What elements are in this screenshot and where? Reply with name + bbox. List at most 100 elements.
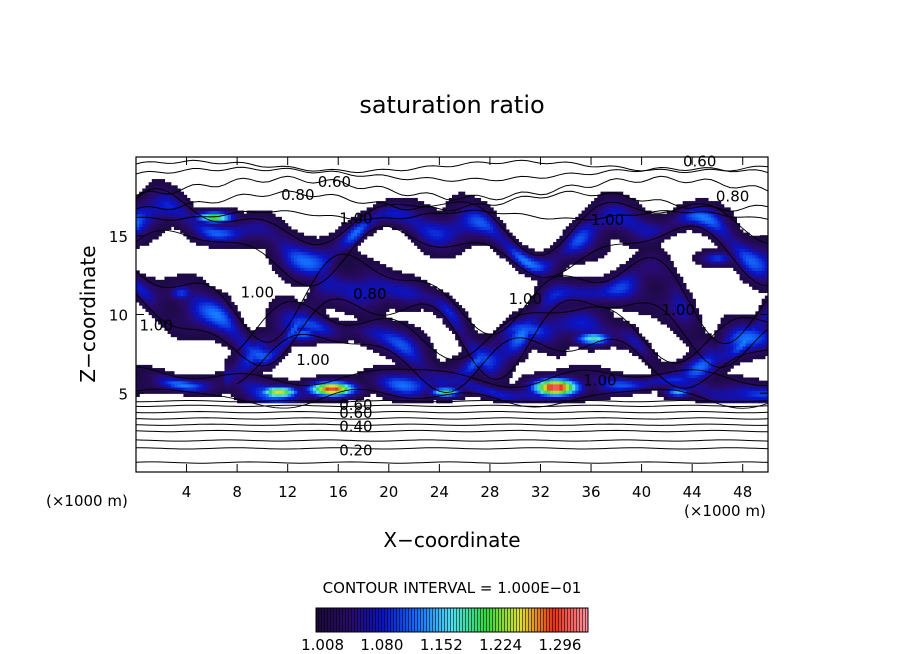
heat-cell xyxy=(199,323,203,328)
heat-cell xyxy=(369,336,374,341)
heat-cell xyxy=(350,257,355,262)
heat-cell xyxy=(167,188,172,193)
heat-cell xyxy=(319,377,324,382)
heat-cell xyxy=(354,286,358,290)
heat-cell xyxy=(401,371,406,375)
heat-cell xyxy=(360,270,365,275)
heat-cell xyxy=(303,336,308,341)
heat-cell xyxy=(211,286,216,290)
heat-cell xyxy=(180,283,184,287)
heat-cell xyxy=(344,270,349,275)
heat-cell xyxy=(189,377,194,382)
heat-cell xyxy=(357,336,361,341)
heat-cell xyxy=(360,276,365,281)
heat-cell xyxy=(252,352,257,357)
heat-cell xyxy=(136,194,140,199)
heat-cell xyxy=(398,305,403,309)
heat-cell xyxy=(192,317,197,322)
heat-cell xyxy=(401,355,406,360)
heat-cell xyxy=(354,229,358,234)
heat-cell xyxy=(410,336,415,341)
heat-cell xyxy=(221,314,226,319)
heat-cell xyxy=(142,383,147,388)
heat-cell xyxy=(278,254,282,259)
heat-cell xyxy=(398,289,403,294)
heat-cell xyxy=(391,301,396,306)
heat-cell xyxy=(290,327,295,331)
heat-cell xyxy=(382,371,387,375)
heat-cell xyxy=(382,374,387,379)
heat-cell xyxy=(360,393,365,397)
heat-cell xyxy=(344,386,349,391)
heat-cell xyxy=(391,220,396,224)
heat-cell xyxy=(360,396,365,401)
heat-cell xyxy=(316,289,320,294)
heat-cell xyxy=(303,235,308,240)
heat-cell xyxy=(404,295,409,300)
heat-cell xyxy=(259,380,263,385)
heat-cell xyxy=(151,292,156,297)
heat-cell xyxy=(306,235,311,240)
heat-cell xyxy=(275,346,279,350)
heat-cell xyxy=(325,245,330,249)
heat-cell xyxy=(205,317,210,322)
heat-cell xyxy=(369,383,374,388)
heat-cell xyxy=(385,393,390,397)
heat-cell xyxy=(259,358,263,363)
heat-cell xyxy=(154,194,159,199)
heat-cell xyxy=(312,339,317,344)
heat-cell xyxy=(360,386,365,391)
heat-cell xyxy=(177,197,181,202)
heat-cell xyxy=(173,386,178,391)
heat-cell xyxy=(246,242,251,246)
heat-cell xyxy=(196,390,200,394)
heat-cell xyxy=(186,323,191,328)
heat-cell xyxy=(385,220,390,224)
heat-cell xyxy=(363,377,368,382)
heat-cell xyxy=(350,235,355,240)
heat-cell xyxy=(354,289,358,294)
heat-cell xyxy=(158,226,162,231)
heat-cell xyxy=(395,289,399,294)
heat-cell xyxy=(309,342,314,347)
heat-cell xyxy=(388,289,393,294)
heat-cell xyxy=(259,213,263,218)
heat-cell xyxy=(306,342,311,347)
heat-cell xyxy=(148,283,153,287)
heat-cell xyxy=(173,207,178,212)
heat-cell xyxy=(205,220,210,224)
heat-cell xyxy=(237,377,241,382)
heat-cell xyxy=(398,323,403,328)
heat-cell xyxy=(410,197,415,202)
heat-cell xyxy=(319,270,324,275)
heat-cell xyxy=(338,336,342,341)
heat-cell xyxy=(142,371,147,375)
heat-cell xyxy=(379,273,384,278)
heat-cell xyxy=(354,396,358,401)
heat-cell xyxy=(344,242,349,246)
heat-cell xyxy=(347,333,352,338)
heat-cell xyxy=(414,298,418,303)
heat-cell xyxy=(385,355,390,360)
heat-cell xyxy=(173,286,178,290)
heat-cell xyxy=(404,399,409,404)
heat-cell xyxy=(164,327,169,331)
heat-cell xyxy=(145,371,150,375)
heat-cell xyxy=(294,320,298,325)
heat-cell xyxy=(300,245,305,249)
heat-cell xyxy=(347,292,352,297)
heat-cell xyxy=(139,232,143,237)
heat-cell xyxy=(158,371,162,375)
heat-cell xyxy=(319,248,324,253)
heat-cell xyxy=(167,295,172,300)
heat-cell xyxy=(230,223,235,227)
heat-cell xyxy=(335,270,339,275)
heat-cell xyxy=(189,273,194,278)
heat-cell xyxy=(312,257,317,262)
heat-cell xyxy=(369,279,374,284)
heat-cell xyxy=(366,301,371,306)
heat-cell xyxy=(173,320,178,325)
heat-cell xyxy=(398,336,403,341)
heat-cell xyxy=(202,314,207,319)
heat-cell xyxy=(186,308,191,312)
